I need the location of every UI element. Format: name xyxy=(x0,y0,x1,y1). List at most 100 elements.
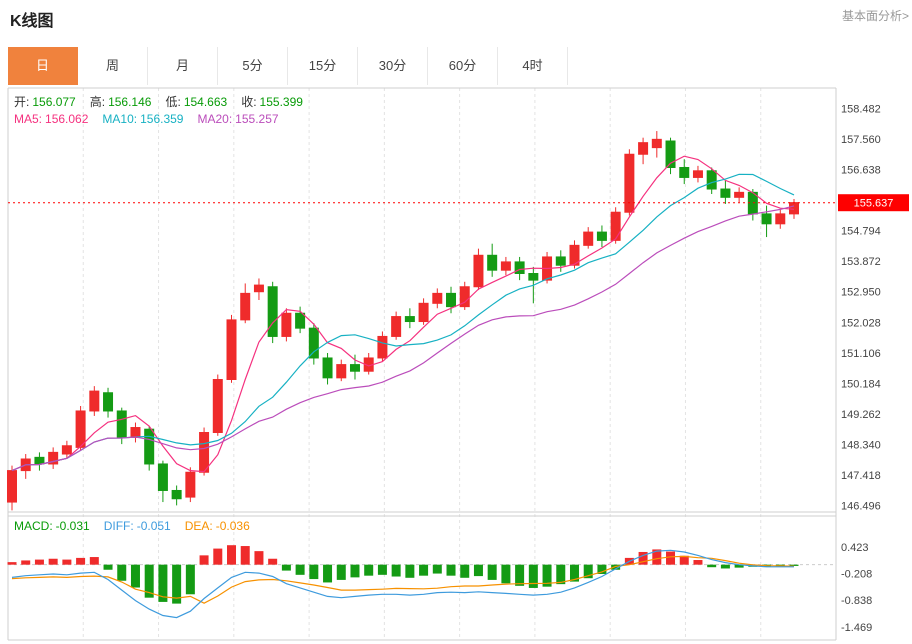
interval-tab-6[interactable]: 60分 xyxy=(428,47,498,85)
interval-tab-3[interactable]: 5分 xyxy=(218,47,288,85)
interval-tab-2[interactable]: 月 xyxy=(148,47,218,85)
interval-tab-4[interactable]: 15分 xyxy=(288,47,358,85)
macd-hist-bar xyxy=(789,564,799,566)
ma10-line xyxy=(11,173,795,472)
candle-body xyxy=(336,364,347,379)
macd-hist-bar xyxy=(254,551,264,565)
macd-hist-bar xyxy=(62,559,72,565)
candle-body xyxy=(34,456,45,465)
macd-hist-bar xyxy=(652,549,662,565)
interval-tab-0[interactable]: 日 xyxy=(8,47,78,85)
candle-body xyxy=(473,254,484,288)
macd-hist-bar xyxy=(144,564,154,598)
fundamental-analysis-link[interactable]: 基本面分析> xyxy=(841,9,909,23)
macd-hist-bar xyxy=(185,564,195,595)
macd-hist-bar xyxy=(611,564,621,570)
macd-hist-bar xyxy=(227,545,237,565)
price-axis-tick: 151.106 xyxy=(841,348,881,360)
price-axis-tick: 153.872 xyxy=(841,256,881,268)
candlestick-chart[interactable]: 0.423 -0.208 -0.838 -1.469 158.482 157.560 156… xyxy=(0,86,912,644)
price-axis-tick: 146.496 xyxy=(841,501,881,513)
candle-body xyxy=(89,390,100,412)
macd-hist-bar xyxy=(460,564,470,578)
candle-body xyxy=(692,170,703,178)
candle-body xyxy=(775,213,786,225)
macd-hist-bar xyxy=(158,564,168,602)
price-axis-tick: 158.482 xyxy=(841,103,881,115)
candle-body xyxy=(569,244,580,266)
macd-axis-tick: -1.469 xyxy=(841,622,872,634)
candle-body xyxy=(322,357,333,379)
candle-body xyxy=(185,471,196,498)
macd-hist-bar xyxy=(487,564,497,580)
price-axis-tick: 148.340 xyxy=(841,439,881,451)
macd-hist-bar xyxy=(377,564,387,575)
macd-hist-bar xyxy=(432,564,442,574)
candle-body xyxy=(500,261,511,271)
current-price-badge-text: 155.637 xyxy=(854,198,894,210)
macd-hist-bar xyxy=(34,559,44,565)
candle-body xyxy=(7,470,17,503)
candle-body xyxy=(446,292,457,308)
macd-hist-bar xyxy=(364,564,374,576)
price-axis-tick: 150.184 xyxy=(841,378,881,390)
candle-body xyxy=(281,312,292,337)
macd-hist-bar xyxy=(295,564,305,575)
macd-hist-bar xyxy=(446,564,456,576)
candle-body xyxy=(253,284,264,293)
macd-hist-bar xyxy=(89,557,99,565)
candle-body xyxy=(103,392,114,412)
macd-hist-bar xyxy=(734,564,744,568)
candle-body xyxy=(295,312,306,329)
macd-hist-bar xyxy=(638,551,648,565)
interval-tab-7[interactable]: 4时 xyxy=(498,47,568,85)
candle-body xyxy=(734,191,745,198)
macd-axis-tick: -0.838 xyxy=(841,595,872,607)
macd-hist-bar xyxy=(419,564,429,576)
macd-hist-bar xyxy=(21,560,31,565)
macd-hist-bar xyxy=(130,564,140,588)
dea-line xyxy=(11,555,795,604)
chart-area: 0.423 -0.208 -0.838 -1.469 158.482 157.560 156… xyxy=(0,86,912,644)
candle-body xyxy=(144,428,155,465)
interval-tab-5[interactable]: 30分 xyxy=(358,47,428,85)
price-axis-tick: 152.950 xyxy=(841,287,881,299)
ma5-line xyxy=(11,155,795,473)
price-axis-tick: 156.638 xyxy=(841,165,881,177)
price-axis-tick: 152.028 xyxy=(841,317,881,329)
candle-body xyxy=(665,140,676,168)
candle-body xyxy=(404,316,415,323)
macd-hist-bar xyxy=(501,564,511,584)
interval-tabs: 日周月 5分 15分 30分 60分 4时 xyxy=(8,47,568,85)
macd-hist-bar xyxy=(556,564,566,585)
macd-hist-bar xyxy=(199,555,209,565)
candle-body xyxy=(761,213,772,225)
candle-body xyxy=(706,170,717,190)
candle-body xyxy=(720,188,731,198)
macd-hist-bar xyxy=(583,564,593,579)
macd-hist-bar xyxy=(597,564,607,574)
candle-body xyxy=(130,427,141,438)
macd-hist-bar xyxy=(391,564,401,577)
page-title: K线图 xyxy=(10,13,54,30)
macd-axis-tick: 0.423 xyxy=(841,542,869,554)
candle-body xyxy=(555,256,566,266)
price-axis-tick: 157.560 xyxy=(841,134,881,146)
candle-body xyxy=(116,410,127,438)
current-price-badge xyxy=(838,194,909,212)
macd-hist-bar xyxy=(268,558,278,565)
macd-hist-bar xyxy=(48,558,58,565)
diff-line xyxy=(11,549,794,619)
candle-body xyxy=(267,286,278,337)
candle-body xyxy=(157,463,168,491)
candle-body xyxy=(528,273,539,281)
candle-body xyxy=(75,410,86,448)
interval-tab-1[interactable]: 周 xyxy=(78,47,148,85)
candle-body xyxy=(596,231,607,241)
macd-hist-bar xyxy=(679,555,689,565)
macd-hist-bar xyxy=(336,564,346,580)
candle-body xyxy=(240,292,251,321)
macd-hist-bar xyxy=(707,564,717,568)
candle-body xyxy=(377,335,388,359)
macd-hist-bar xyxy=(405,564,415,578)
